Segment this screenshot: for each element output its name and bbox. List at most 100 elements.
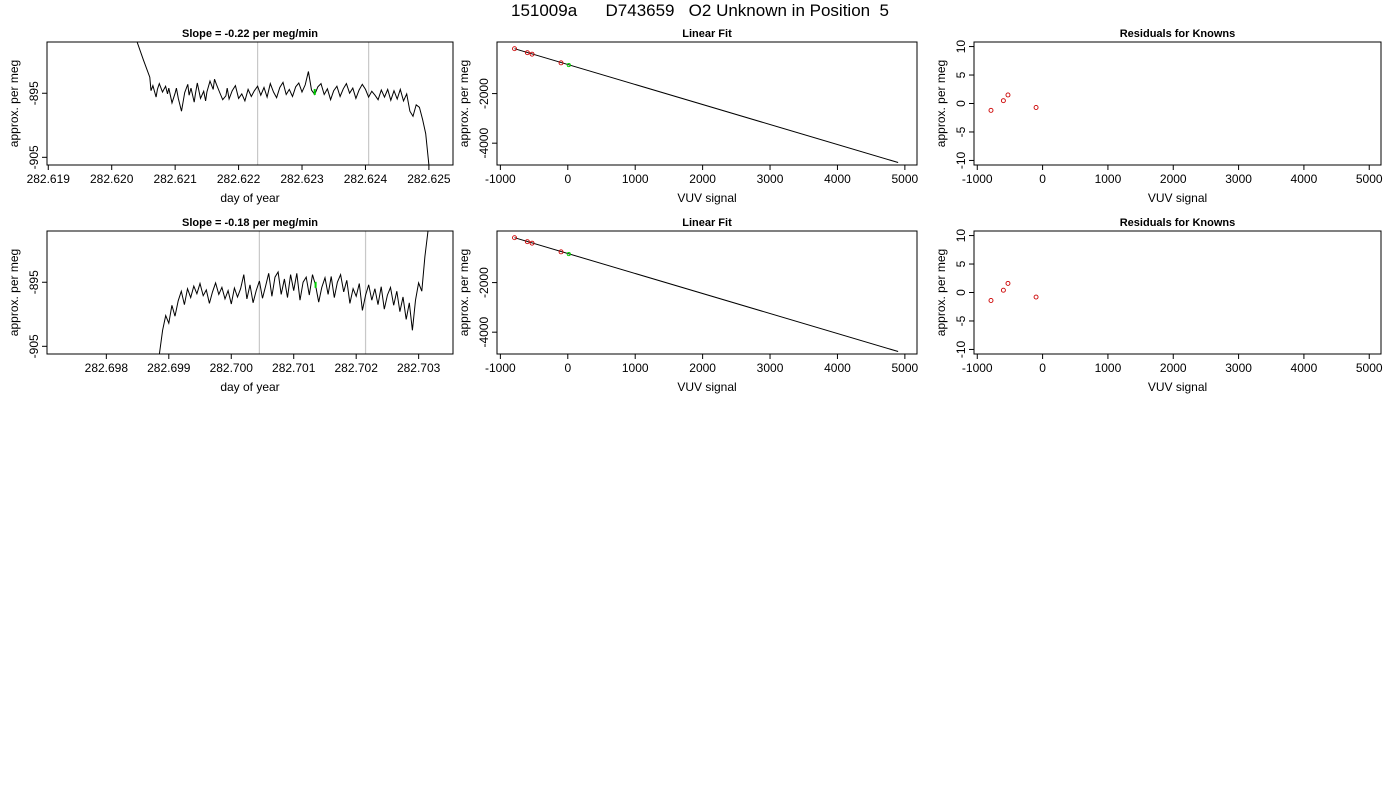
y-axis-label: approx. per meg [7, 249, 21, 336]
known-point [1005, 92, 1011, 98]
x-tick-label: 282.701 [272, 361, 316, 375]
y-tick-label: 10 [954, 229, 968, 243]
x-tick-label: 282.620 [90, 172, 134, 186]
plot-frame [496, 41, 918, 166]
x-tick-label: 282.619 [27, 172, 71, 186]
known-point [1033, 105, 1039, 110]
y-tick-label: -4000 [477, 317, 491, 348]
page-title: 151009a D743659 O2 Unknown in Position 5 [510, 1, 890, 20]
y-tick-label: -10 [954, 340, 968, 358]
x-tick-label: 3000 [757, 361, 784, 375]
known-point [529, 240, 535, 246]
known-point [1000, 287, 1006, 293]
x-tick-label: 282.623 [280, 172, 324, 186]
plot-frame [496, 230, 918, 355]
y-tick-label: -5 [954, 315, 968, 326]
plot-area [512, 46, 899, 163]
known-point [524, 50, 530, 56]
plot-area [136, 42, 430, 165]
series-line [136, 42, 430, 165]
y-tick-label: 10 [954, 40, 968, 54]
x-tick-label: -1000 [485, 361, 516, 375]
x-tick-label: 2000 [1160, 361, 1187, 375]
known-point [512, 46, 517, 52]
y-axis-label: approx. per meg [7, 60, 21, 147]
y-tick-label: -4000 [477, 128, 491, 159]
x-tick-label: -1000 [962, 361, 993, 375]
x-tick-label: 2000 [1160, 172, 1187, 186]
x-tick-label: 282.622 [217, 172, 261, 186]
x-tick-label: 3000 [1225, 172, 1252, 186]
x-tick-label: 1000 [622, 172, 649, 186]
y-axis-label: approx. per meg [457, 249, 471, 336]
x-tick-label: 282.699 [147, 361, 191, 375]
y-tick-label: 0 [954, 100, 968, 107]
x-tick-label: 4000 [1291, 361, 1318, 375]
plot-area [512, 235, 899, 352]
x-tick-label: 0 [1039, 172, 1046, 186]
x-tick-label: 282.625 [407, 172, 451, 186]
panel-5: Linear Fit -1000 0 1000 2000 3000 4000 5000 -400… [457, 217, 919, 394]
x-tick-label: 282.703 [397, 361, 441, 375]
x-tick-label: 5000 [892, 361, 919, 375]
plot-frame [46, 41, 454, 166]
y-tick-label: -2000 [477, 267, 491, 298]
panel-6: Residuals for Knowns -1000 0 1000 2000 3000 40… [934, 217, 1383, 394]
x-axis-label: day of year [220, 191, 279, 205]
y-tick-label: 0 [954, 289, 968, 296]
x-tick-label: 0 [564, 361, 571, 375]
fit-line [514, 237, 899, 352]
y-tick-label: -2000 [477, 78, 491, 109]
x-tick-label: 5000 [1356, 172, 1383, 186]
x-axis-label: VUV signal [677, 191, 736, 205]
x-tick-label: 282.700 [210, 361, 254, 375]
known-point [1005, 280, 1011, 286]
plot-area [158, 231, 429, 354]
y-tick-label: 5 [954, 260, 968, 267]
chart-title: Linear Fit [682, 217, 732, 229]
x-tick-label: 282.621 [153, 172, 197, 186]
panel-4: Slope = -0.18 per meg/min 282.698 282.699 2… [7, 217, 454, 394]
x-axis-label: day of year [220, 380, 279, 394]
x-tick-label: 4000 [824, 172, 851, 186]
panel-3: Residuals for Knowns -1000 0 1000 2000 3000 40… [934, 28, 1383, 205]
x-tick-label: 1000 [622, 361, 649, 375]
unknown-point [566, 63, 571, 68]
x-tick-label: 4000 [824, 361, 851, 375]
chart-title: Residuals for Knowns [1120, 28, 1236, 40]
chart-title: Slope = -0.22 per meg/min [182, 28, 318, 40]
chart-title: Residuals for Knowns [1120, 217, 1236, 229]
known-point [558, 249, 564, 255]
panel-2: Linear Fit -1000 0 1000 2000 3000 4000 5000 -400… [457, 28, 919, 205]
plot-frame [973, 230, 1382, 355]
chart-title: Linear Fit [682, 28, 732, 40]
y-tick-label: -905 [27, 145, 41, 169]
x-tick-label: 1000 [1095, 172, 1122, 186]
x-tick-label: 2000 [689, 172, 716, 186]
y-tick-label: -895 [27, 81, 41, 105]
y-axis-label: approx. per meg [934, 249, 948, 336]
x-tick-label: 3000 [1225, 361, 1252, 375]
x-tick-label: 2000 [689, 361, 716, 375]
y-tick-label: 5 [954, 71, 968, 78]
x-axis-label: VUV signal [1148, 191, 1207, 205]
fit-line [514, 48, 899, 163]
x-tick-label: 3000 [757, 172, 784, 186]
y-tick-label: -10 [954, 151, 968, 169]
plot-frame [46, 230, 454, 355]
x-tick-label: -1000 [962, 172, 993, 186]
known-point [529, 51, 535, 57]
known-point [1033, 294, 1039, 300]
known-point [512, 235, 517, 241]
x-tick-label: 4000 [1291, 172, 1318, 186]
x-tick-label: 0 [564, 172, 571, 186]
x-tick-label: 0 [1039, 361, 1046, 375]
y-tick-label: -905 [27, 334, 41, 358]
known-point [988, 107, 994, 113]
y-axis-label: approx. per meg [934, 60, 948, 147]
x-axis-label: VUV signal [1148, 380, 1207, 394]
x-tick-label: 282.624 [344, 172, 388, 186]
plot-area [988, 280, 1039, 303]
chart-title: Slope = -0.18 per meg/min [182, 217, 318, 229]
